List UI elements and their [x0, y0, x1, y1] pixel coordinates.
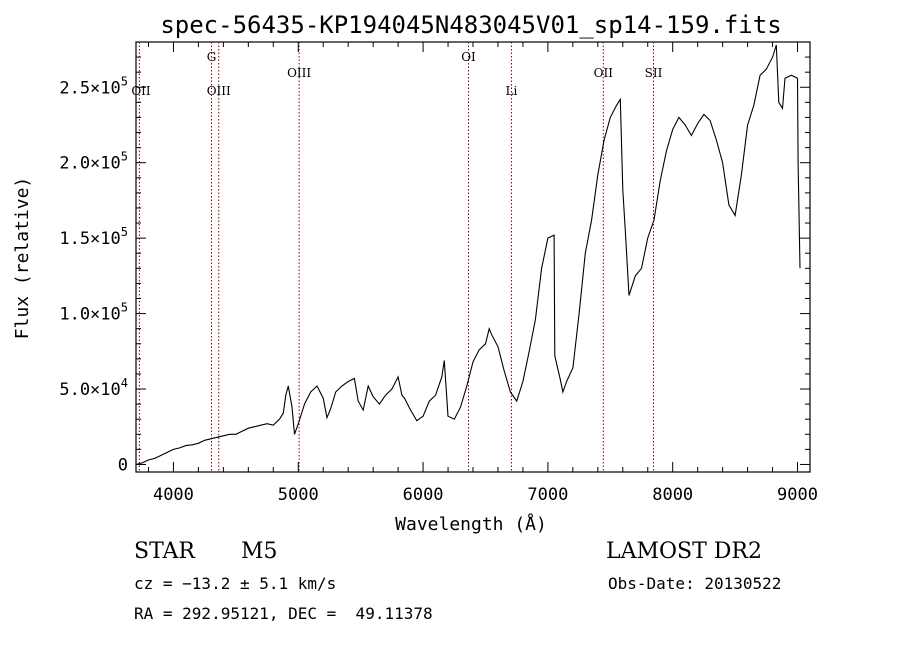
- spectral-line-markers: G OIII OIII OI Li OII SII OII: [131, 42, 663, 472]
- y-tick-label-5: 2.5×105: [59, 74, 128, 98]
- y-tick-label-3: 1.5×105: [59, 225, 128, 249]
- line-label-1: OIII: [207, 84, 231, 98]
- x-tick-label-0: 4000: [153, 485, 194, 505]
- line-label-5: OII: [594, 66, 614, 80]
- x-tick-label-2: 6000: [403, 485, 444, 505]
- y-tick-label-0: 0: [118, 455, 128, 475]
- y-tick-label-1: 5.0×104: [59, 376, 128, 400]
- y-tick-label-4: 2.0×105: [59, 150, 128, 174]
- line-label-4: Li: [506, 84, 518, 98]
- x-tick-label-4: 8000: [652, 485, 693, 505]
- y-tick-label-2: 1.0×105: [59, 301, 128, 325]
- plot-frame: [135, 41, 811, 473]
- x-tick-label-5: 9000: [777, 485, 818, 505]
- x-axis-label: Wavelength (Å): [395, 513, 547, 535]
- observation-date: Obs-Date: 20130522: [608, 574, 782, 593]
- x-tick-label-1: 5000: [278, 485, 319, 505]
- line-label-0: G: [207, 50, 217, 64]
- y-axis-ticks: 0 5.0×104 1.0×105 1.5×105 2.0×105 2.5×105: [59, 56, 810, 475]
- object-class: STAR: [134, 539, 195, 564]
- line-label-3: OI: [461, 50, 476, 64]
- chart-title: spec-56435-KP194045N483045V01_sp14-159.f…: [160, 11, 781, 39]
- x-axis-ticks: 4000 5000 6000 7000 8000 9000: [147, 42, 818, 505]
- object-subclass: M5: [241, 539, 278, 564]
- coordinates: RA = 292.95121, DEC = 49.11378: [134, 604, 433, 623]
- x-tick-label-3: 7000: [527, 485, 568, 505]
- survey-name: LAMOST DR2: [606, 539, 762, 564]
- redshift-cz: cz = −13.2 ± 5.1 km/s: [134, 574, 337, 593]
- line-label-6: SII: [645, 66, 663, 80]
- line-label-2: OIII: [287, 66, 311, 80]
- flux-series-line: [135, 44, 801, 466]
- line-label-7: OII: [131, 84, 151, 98]
- y-axis-label: Flux (relative): [12, 177, 33, 340]
